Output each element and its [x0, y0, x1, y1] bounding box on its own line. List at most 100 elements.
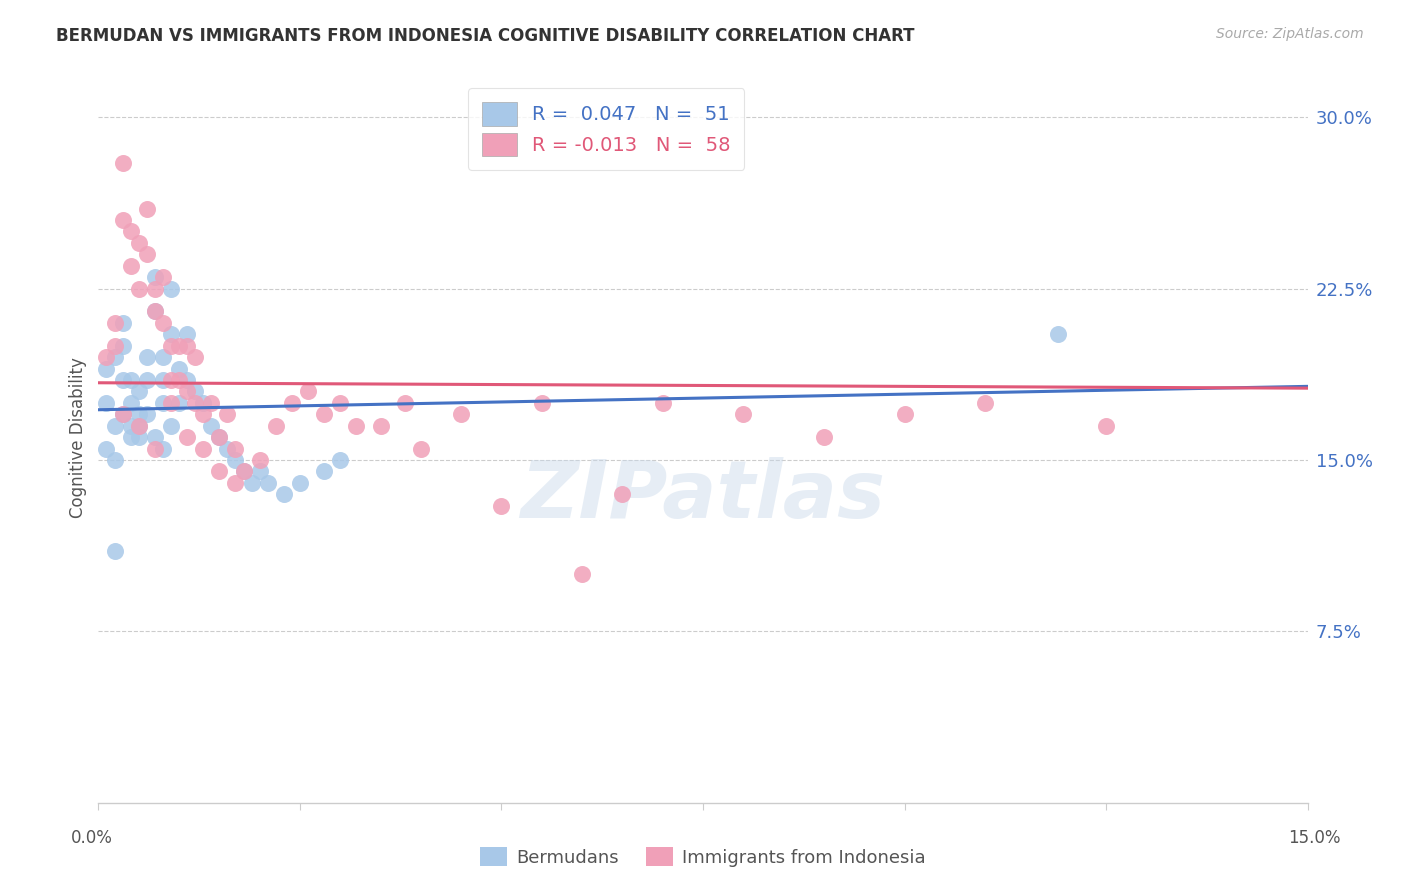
Point [135, 373, 157, 387]
Point [314, 407, 336, 421]
Point [160, 373, 183, 387]
Point [160, 327, 183, 342]
Point [111, 373, 134, 387]
Text: ZIPatlas: ZIPatlas [520, 457, 886, 534]
Point [200, 418, 222, 433]
Point [329, 453, 352, 467]
Point [813, 430, 835, 444]
Point [143, 281, 166, 295]
Point [128, 430, 150, 444]
Point [651, 396, 673, 410]
Point [111, 407, 134, 421]
Point [491, 499, 513, 513]
Point [176, 430, 198, 444]
Point [143, 430, 166, 444]
Point [893, 407, 915, 421]
Text: 0.0%: 0.0% [70, 829, 112, 847]
Point [409, 442, 432, 456]
Point [217, 442, 239, 456]
Point [128, 418, 150, 433]
Point [571, 567, 593, 582]
Point [193, 442, 215, 456]
Point [394, 396, 416, 410]
Point [111, 338, 134, 352]
Point [96, 361, 118, 376]
Point [96, 396, 118, 410]
Point [120, 430, 142, 444]
Point [450, 407, 472, 421]
Point [249, 453, 271, 467]
Text: BERMUDAN VS IMMIGRANTS FROM INDONESIA COGNITIVE DISABILITY CORRELATION CHART: BERMUDAN VS IMMIGRANTS FROM INDONESIA CO… [56, 27, 915, 45]
Point [111, 316, 134, 330]
Point [208, 430, 231, 444]
Point [111, 407, 134, 421]
Point [176, 384, 198, 399]
Point [111, 155, 134, 169]
Point [240, 475, 263, 490]
Point [200, 396, 222, 410]
Point [167, 338, 190, 352]
Point [135, 202, 157, 216]
Point [128, 281, 150, 295]
Point [120, 418, 142, 433]
Point [224, 442, 246, 456]
Point [120, 259, 142, 273]
Point [1095, 418, 1118, 433]
Point [160, 396, 183, 410]
Point [152, 396, 174, 410]
Point [128, 407, 150, 421]
Point [111, 213, 134, 227]
Point [120, 396, 142, 410]
Point [152, 350, 174, 364]
Point [143, 304, 166, 318]
Point [281, 396, 304, 410]
Point [103, 453, 125, 467]
Point [103, 418, 125, 433]
Point [103, 316, 125, 330]
Point [128, 235, 150, 250]
Point [176, 327, 198, 342]
Legend: Bermudans, Immigrants from Indonesia: Bermudans, Immigrants from Indonesia [472, 840, 934, 874]
Point [256, 475, 278, 490]
Point [103, 338, 125, 352]
Point [160, 281, 183, 295]
Point [128, 418, 150, 433]
Point [128, 384, 150, 399]
Point [160, 338, 183, 352]
Point [193, 396, 215, 410]
Point [135, 350, 157, 364]
Point [135, 247, 157, 261]
Point [208, 464, 231, 478]
Point [143, 270, 166, 285]
Point [120, 224, 142, 238]
Point [297, 384, 319, 399]
Point [249, 464, 271, 478]
Point [143, 304, 166, 318]
Point [176, 338, 198, 352]
Point [103, 350, 125, 364]
Point [273, 487, 295, 501]
Point [167, 396, 190, 410]
Point [152, 316, 174, 330]
Point [264, 418, 287, 433]
Point [530, 396, 553, 410]
Point [612, 487, 634, 501]
Point [232, 464, 254, 478]
Point [733, 407, 755, 421]
Point [184, 350, 207, 364]
Point [152, 270, 174, 285]
Point [232, 464, 254, 478]
Point [224, 475, 246, 490]
Point [184, 396, 207, 410]
Point [370, 418, 392, 433]
Point [208, 430, 231, 444]
Point [135, 407, 157, 421]
Point [344, 418, 367, 433]
Point [160, 418, 183, 433]
Legend: R =  0.047   N =  51, R = -0.013   N =  58: R = 0.047 N = 51, R = -0.013 N = 58 [468, 88, 744, 169]
Point [143, 442, 166, 456]
Point [96, 442, 118, 456]
Point [288, 475, 311, 490]
Point [1046, 327, 1069, 342]
Text: Source: ZipAtlas.com: Source: ZipAtlas.com [1216, 27, 1364, 41]
